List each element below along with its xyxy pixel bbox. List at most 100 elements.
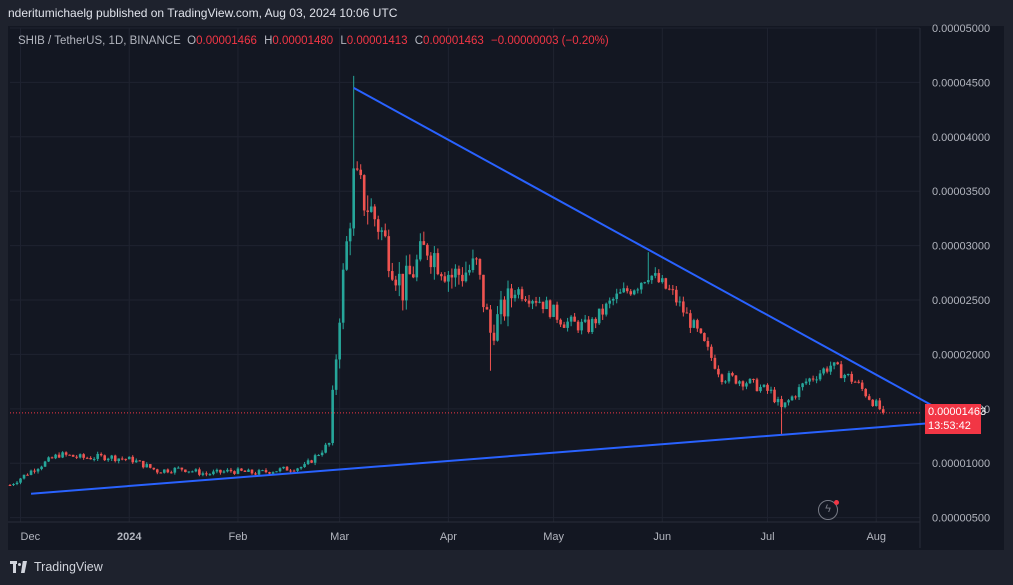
- candle-body: [92, 458, 96, 460]
- candle-body: [261, 470, 264, 472]
- candle-body: [773, 389, 776, 403]
- candle-body: [145, 464, 149, 468]
- candle-body: [236, 468, 240, 474]
- x-tick-label: Aug: [866, 531, 886, 543]
- candle-body: [82, 454, 85, 458]
- y-tick-label: 0.00000500: [932, 513, 990, 525]
- candle-body: [727, 373, 731, 382]
- candle-body: [373, 206, 377, 220]
- candle-body: [822, 368, 825, 374]
- candle-body: [604, 303, 608, 315]
- candle-body: [131, 456, 135, 463]
- candle-body: [292, 470, 296, 472]
- candle-body: [745, 383, 748, 387]
- candle-body: [622, 288, 626, 293]
- close-value: 0.00001463: [423, 35, 484, 47]
- candle-body: [696, 320, 699, 329]
- candle-body: [324, 444, 327, 453]
- candle-body: [54, 454, 57, 459]
- candle-body: [180, 467, 184, 470]
- candle-body: [769, 389, 773, 391]
- y-tick-label: 0.00003500: [932, 186, 990, 198]
- candle-body: [692, 320, 696, 328]
- candle-body: [636, 289, 640, 291]
- candle-body: [278, 468, 282, 472]
- candle-body: [808, 378, 811, 382]
- candle-body: [254, 473, 257, 475]
- candle-body: [8, 485, 12, 487]
- candle-body: [50, 457, 54, 459]
- candle-body: [240, 468, 243, 471]
- candle-body: [19, 478, 22, 483]
- candle-body: [685, 312, 689, 314]
- candle-body: [615, 293, 619, 300]
- symbol-label: SHIB / TetherUS, 1D, BINANCE: [18, 35, 181, 47]
- candle-body: [825, 368, 829, 372]
- y-tick-label: 0.00001000: [932, 458, 990, 470]
- candle-body: [815, 379, 818, 381]
- candle-body: [629, 291, 633, 295]
- open-value: 0.00001466: [196, 35, 257, 47]
- candle-body: [783, 402, 787, 408]
- y-tick-label: 0.00003000: [932, 241, 990, 253]
- candle-body: [68, 454, 71, 456]
- candle-body: [26, 474, 29, 476]
- candle-body: [485, 307, 489, 310]
- lightning-icon[interactable]: ϟ: [818, 500, 838, 520]
- low-value: 0.00001413: [346, 35, 408, 47]
- candle-body: [706, 341, 710, 347]
- candle-body: [387, 236, 391, 272]
- candle-body: [513, 294, 517, 299]
- change-value: −0.00000003 (−0.20%): [491, 35, 609, 47]
- candle-body: [380, 230, 384, 232]
- candle-body: [492, 332, 496, 341]
- candle-body: [881, 409, 885, 413]
- candle-body: [797, 387, 801, 398]
- candle-body: [839, 364, 843, 379]
- candle-body: [334, 359, 338, 390]
- y-tick-label: 0.00005000: [932, 23, 990, 35]
- candle-body: [99, 453, 103, 456]
- candle-body: [646, 280, 650, 283]
- candle-body: [545, 300, 548, 310]
- candle-body: [703, 333, 706, 342]
- candle-body: [194, 469, 198, 472]
- candle-body: [345, 241, 348, 270]
- candle-body: [173, 467, 177, 473]
- candle-body: [103, 455, 106, 461]
- candle-body: [478, 259, 482, 275]
- candle-body: [587, 319, 590, 332]
- candle-body: [341, 269, 345, 323]
- candle-body: [741, 381, 745, 387]
- x-tick-label: Jun: [653, 531, 671, 543]
- candle-body: [250, 469, 254, 474]
- candle-body: [29, 470, 33, 475]
- candle-body: [776, 399, 780, 403]
- candle-body: [668, 288, 671, 290]
- last-price-tag: 0.00001463 13:53:42: [925, 404, 986, 434]
- candle-body: [362, 175, 366, 211]
- candle-body: [664, 278, 668, 289]
- candle-body: [271, 472, 275, 474]
- candle-body: [548, 300, 552, 317]
- candle-body: [412, 274, 415, 278]
- candle-body: [755, 379, 759, 392]
- candle-body: [397, 273, 401, 286]
- candle-body: [457, 268, 461, 275]
- candle-body: [148, 464, 152, 468]
- footer-brand: TradingView: [34, 560, 103, 574]
- candle-body: [401, 273, 405, 301]
- candle-body: [310, 460, 313, 463]
- candle-body: [222, 471, 226, 473]
- high-value: 0.00001480: [272, 35, 334, 47]
- candle-body: [177, 467, 180, 469]
- candle-body: [475, 258, 478, 260]
- candle-body: [152, 467, 156, 470]
- candle-body: [78, 454, 82, 458]
- candle-body: [205, 473, 208, 475]
- candle-body: [611, 299, 615, 301]
- candle-body: [857, 381, 860, 383]
- candle-body: [208, 474, 212, 476]
- candle-body: [443, 276, 447, 282]
